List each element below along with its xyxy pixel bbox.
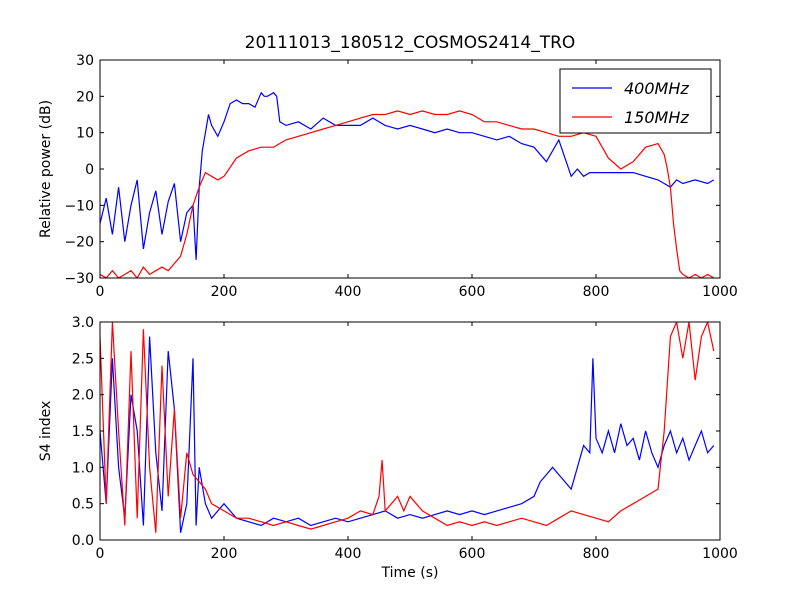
- x-tick-label: 1000: [702, 284, 738, 300]
- y-tick-label: 2.0: [72, 388, 94, 404]
- x-tick-label: 600: [459, 284, 486, 300]
- y-tick-label: 0.0: [72, 533, 94, 549]
- y-tick-label: −20: [64, 235, 94, 251]
- power-panel: 0 200 400 600 800 1000 −30 −20 −10 0 10 20 30 Relativ…: [38, 53, 738, 300]
- x-axis-label: Time (s): [381, 565, 439, 581]
- y-tick-label: 20: [76, 89, 94, 105]
- y-tick-label: 30: [76, 53, 94, 69]
- x-tick-label: 200: [211, 546, 238, 562]
- y-tick-label: 10: [76, 126, 94, 142]
- s4-panel: 0 200 400 600 800 1000 0.0 0.5 1.0 1.5 2.0 2.5 3.0 S4…: [38, 315, 738, 562]
- y-tick-label: −30: [64, 271, 94, 287]
- legend: 400MHz 150MHz: [559, 68, 712, 134]
- x-tick-label: 0: [96, 284, 105, 300]
- x-tick-label: 400: [335, 284, 362, 300]
- y-tick-label: 3.0: [72, 315, 94, 331]
- y-tick-label: 1.5: [72, 424, 94, 440]
- y-tick-label: 0.5: [72, 497, 94, 513]
- legend-label: 400MHz: [624, 79, 689, 98]
- y-tick-label: 0: [85, 162, 94, 178]
- y-tick-label: −10: [64, 198, 94, 214]
- series-line-150mhz: [100, 110, 715, 278]
- x-tick-label: 800: [583, 284, 610, 300]
- y-axis-label: Relative power (dB): [38, 100, 54, 238]
- x-tick-label: 800: [583, 546, 610, 562]
- y-axis-label: S4 index: [38, 401, 54, 462]
- x-tick-label: 0: [96, 546, 105, 562]
- x-tick-label: 200: [211, 284, 238, 300]
- legend-box: [559, 68, 712, 134]
- x-tick-label: 400: [335, 546, 362, 562]
- figure-title: 20111013_180512_COSMOS2414_TRO: [245, 33, 576, 53]
- y-tick-label: 2.5: [72, 351, 94, 367]
- x-tick-label: 600: [459, 546, 486, 562]
- y-tick-label: 1.0: [72, 460, 94, 476]
- x-tick-label: 1000: [702, 546, 738, 562]
- series-line-400mhz: [100, 91, 715, 260]
- series-line-150mhz: [100, 322, 715, 533]
- legend-label: 150MHz: [624, 108, 689, 127]
